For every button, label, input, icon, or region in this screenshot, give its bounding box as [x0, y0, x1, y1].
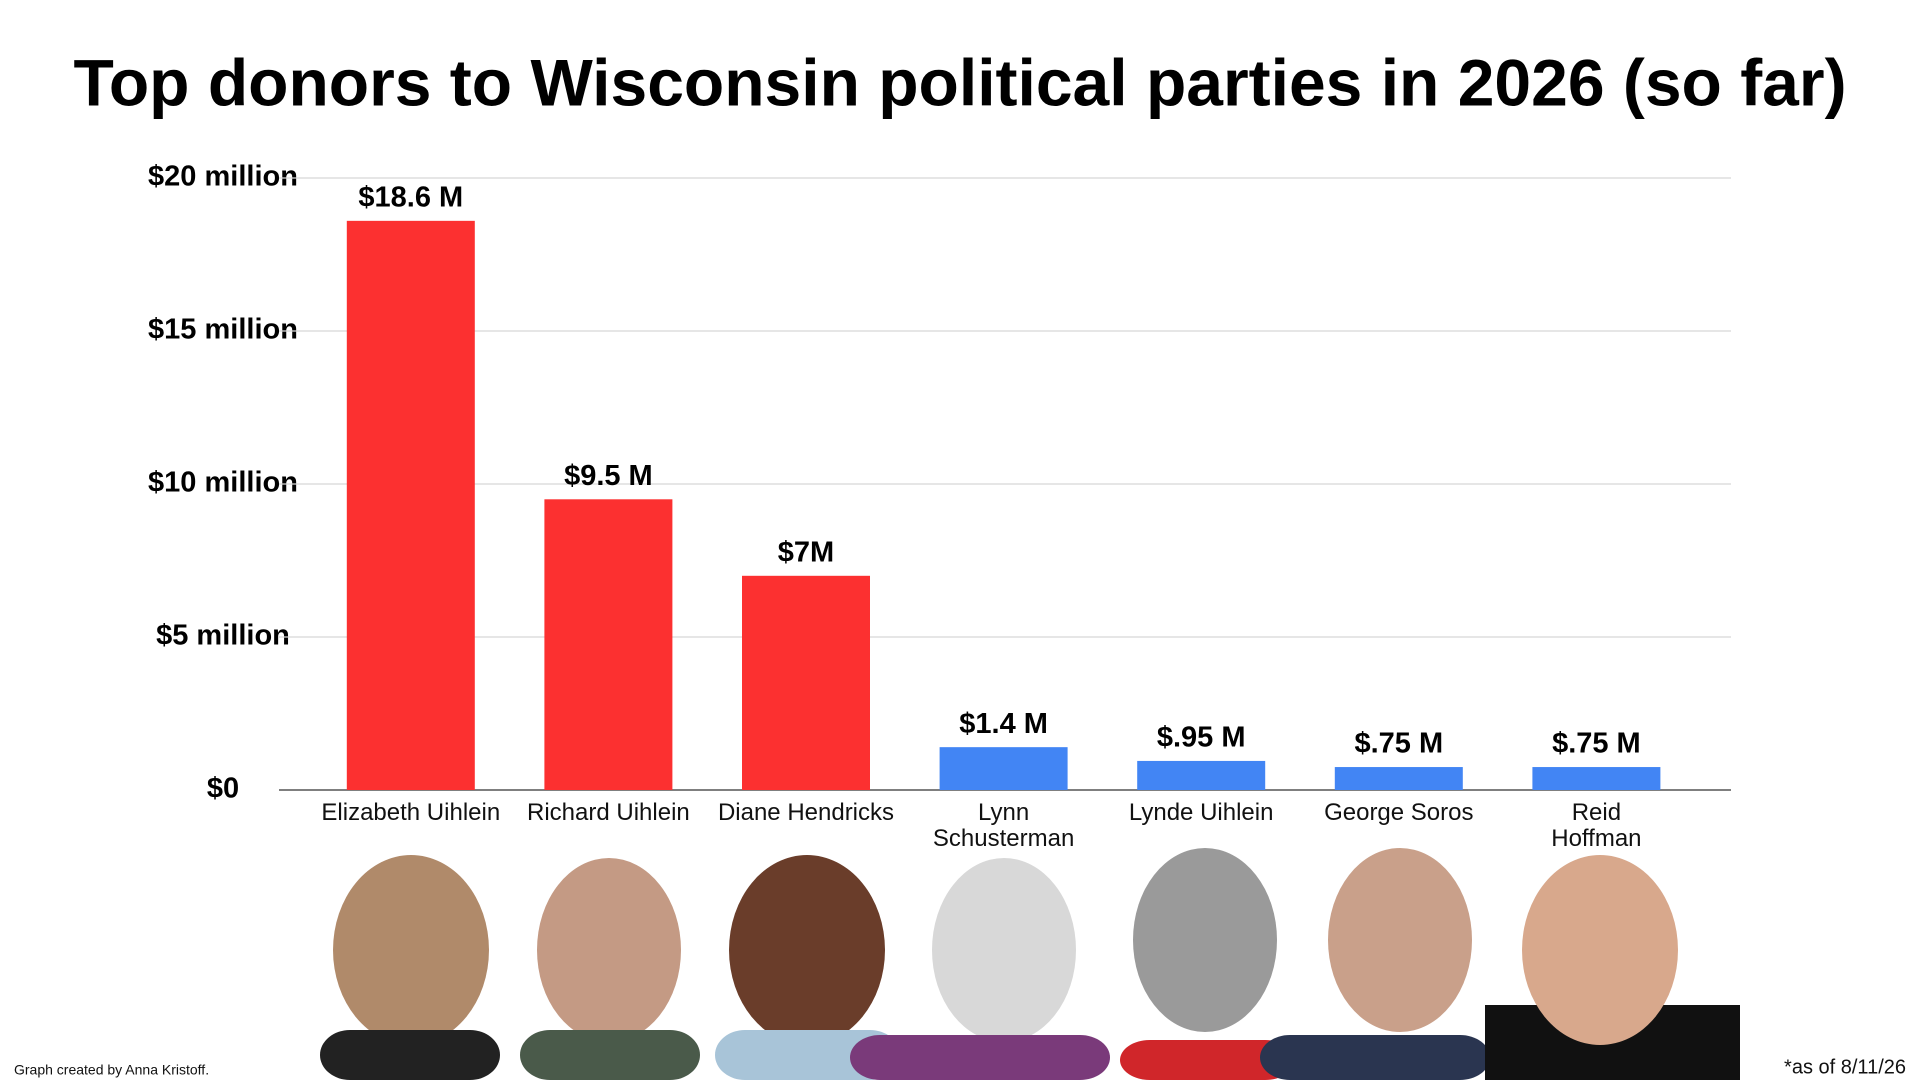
bar	[1532, 767, 1661, 790]
y-tick-label: $10 million	[148, 467, 298, 499]
x-tick-label: Reid Hoffman	[1551, 800, 1642, 852]
note: *as of 8/11/26	[1784, 1056, 1906, 1078]
x-tick-label-box: Elizabeth Uihlein	[321, 800, 501, 826]
x-tick-label-box: Richard Uihlein	[527, 800, 690, 826]
value-label: $18.6 M	[358, 181, 463, 213]
x-tick-label-box: Diane Hendricks	[717, 800, 895, 826]
portrait	[850, 858, 1110, 1080]
bar	[544, 499, 673, 790]
portrait	[320, 855, 500, 1080]
value-label: $7M	[778, 536, 834, 568]
x-tick-label: Richard Uihlein	[527, 800, 690, 826]
y-tick-label: $0	[207, 773, 239, 805]
portrait	[520, 858, 700, 1080]
x-tick-label-box: George Soros	[1324, 800, 1474, 826]
x-tick-label: Lynde Uihlein	[1128, 800, 1274, 826]
x-tick-label: Elizabeth Uihlein	[321, 800, 501, 826]
bar	[742, 575, 870, 790]
bar	[346, 220, 475, 791]
y-tick-label: $15 million	[148, 314, 298, 346]
portrait	[1120, 848, 1295, 1080]
bar	[939, 747, 1068, 790]
value-label: $.95 M	[1157, 722, 1246, 754]
portrait	[1260, 848, 1490, 1080]
x-tick-label-box: Reid Hoffman	[1551, 800, 1642, 852]
value-label: $.75 M	[1552, 728, 1641, 760]
value-label: $.75 M	[1354, 728, 1443, 760]
value-label: $1.4 M	[959, 708, 1048, 740]
x-tick-label: Diane Hendricks	[717, 800, 895, 826]
value-label: $9.5 M	[564, 460, 653, 492]
x-tick-label: Lynn Schusterman	[932, 800, 1075, 852]
y-tick-label: $20 million	[148, 161, 298, 193]
x-tick-label-box: Lynde Uihlein	[1128, 800, 1274, 826]
credit: Graph created by Anna Kristoff.	[14, 1062, 209, 1078]
chart-title: Top donors to Wisconsin political partie…	[73, 45, 1846, 119]
portrait	[1485, 855, 1740, 1080]
x-tick-label-box: Lynn Schusterman	[932, 800, 1075, 852]
bar	[1334, 767, 1463, 790]
bar	[1137, 760, 1266, 790]
photos	[320, 848, 1740, 1080]
x-tick-label: George Soros	[1324, 800, 1474, 826]
y-tick-label: $5 million	[156, 620, 290, 652]
